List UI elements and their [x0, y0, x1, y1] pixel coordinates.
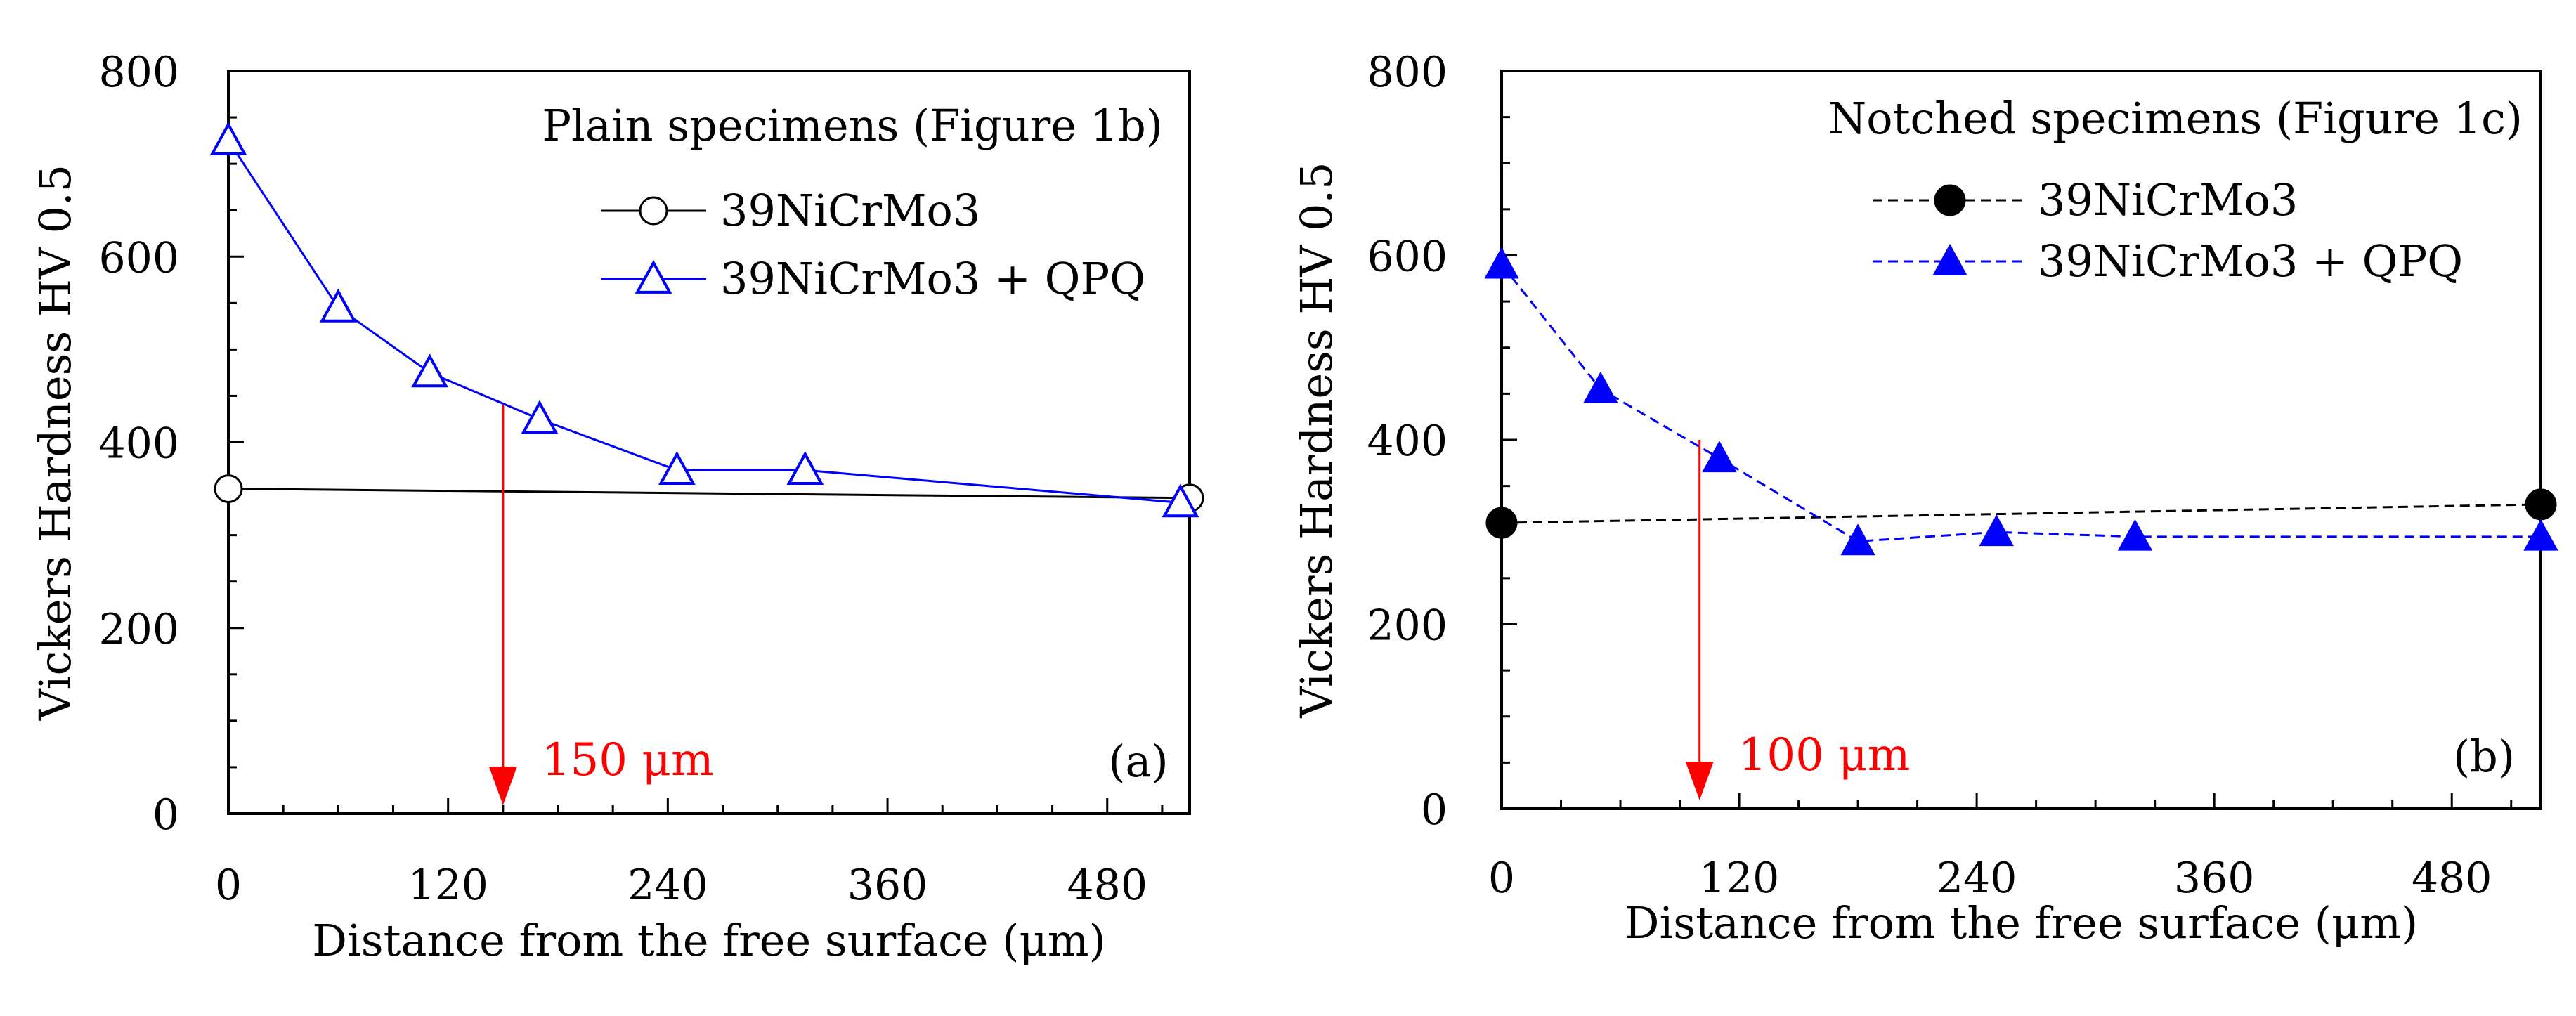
data-point	[1840, 523, 1875, 556]
depth-annotation: 100 μm	[1685, 440, 1911, 800]
legend-entry: 39NiCrMo3	[720, 185, 980, 236]
chart-panel-a: 0 200 400 600 800 0 120 240 360 480 Distance from …	[30, 48, 1204, 966]
series-qpq	[1484, 247, 2558, 556]
data-point	[2117, 519, 2153, 551]
legend-title: Notched specimens (Figure 1c)	[1828, 93, 2523, 144]
y-tick-label: 400	[98, 419, 179, 469]
y-tick-label: 0	[1421, 786, 1448, 835]
x-tick-label: 120	[1699, 854, 1780, 903]
series-line	[1500, 263, 2541, 542]
annotation-arrow-head	[488, 767, 517, 805]
x-tick-label: 480	[1067, 861, 1147, 910]
depth-annotation: 150 μm	[488, 405, 714, 805]
plot-frame	[227, 70, 1191, 815]
annotation-label: 100 μm	[1738, 729, 1911, 781]
data-point	[1702, 441, 1737, 473]
y-tick-label: 200	[98, 605, 179, 654]
legend-marker	[639, 196, 668, 226]
data-point	[1484, 247, 1519, 279]
panel-label: (a)	[1108, 736, 1168, 787]
series-base	[214, 474, 1204, 513]
legend: Plain specimens (Figure 1b) 39NiCrMo3 39Ni…	[542, 100, 1163, 304]
x-tick-label: 480	[2412, 854, 2492, 903]
data-point	[411, 353, 449, 388]
legend-entry: 39NiCrMo3 + QPQ	[720, 253, 1145, 304]
y-tick-label: 200	[1367, 601, 1448, 651]
series-base	[1485, 488, 2557, 539]
data-point	[1583, 371, 1618, 403]
legend-marker	[635, 259, 672, 294]
legend-marker	[1934, 184, 1966, 216]
x-tick-label: 0	[215, 861, 242, 910]
legend-entry: 39NiCrMo3	[2038, 174, 2298, 226]
plot-frame	[1500, 70, 2542, 810]
y-tick-label: 600	[98, 233, 179, 282]
data-point	[786, 450, 824, 485]
legend-marker	[1932, 243, 1967, 275]
y-tick-label: 400	[1367, 417, 1448, 466]
data-point	[2523, 519, 2558, 551]
series-qpq	[209, 121, 1199, 518]
x-tick-label: 240	[1937, 854, 2017, 903]
x-tick-label: 360	[2174, 854, 2255, 903]
y-axis-label: Vickers Hardness HV 0.5	[1291, 162, 1342, 718]
legend-title: Plain specimens (Figure 1b)	[542, 100, 1163, 151]
data-point	[319, 288, 357, 323]
series-line	[228, 488, 1190, 500]
data-point	[2525, 488, 2557, 521]
data-point	[521, 400, 559, 434]
series-line	[227, 140, 1181, 504]
y-tick-label: 800	[1367, 48, 1448, 97]
x-axis-label: Distance from the free surface (μm)	[1625, 897, 2419, 949]
y-tick-label: 0	[152, 790, 179, 840]
data-point	[214, 474, 243, 504]
x-tick-label: 120	[408, 861, 488, 910]
legend-entry: 39NiCrMo3 + QPQ	[2038, 235, 2463, 287]
x-tick-label: 240	[627, 861, 708, 910]
y-tick-label: 600	[1367, 233, 1448, 282]
data-point	[1485, 507, 1518, 539]
series-line	[1501, 503, 2542, 524]
x-tick-label: 0	[1488, 854, 1515, 903]
annotation-label: 150 μm	[542, 734, 714, 786]
legend: Notched specimens (Figure 1c) 39NiCrMo3 39…	[1828, 93, 2523, 287]
data-point	[658, 450, 696, 485]
panel-label: (b)	[2453, 731, 2515, 782]
annotation-arrow-head	[1685, 762, 1714, 800]
data-point	[1162, 483, 1199, 518]
y-axis-label: Vickers Hardness HV 0.5	[30, 164, 81, 721]
y-tick-label: 800	[98, 48, 179, 97]
data-point	[1979, 514, 2014, 547]
x-axis-label: Distance from the free surface (μm)	[312, 915, 1106, 966]
data-point	[209, 121, 247, 155]
x-tick-label: 360	[847, 861, 928, 910]
